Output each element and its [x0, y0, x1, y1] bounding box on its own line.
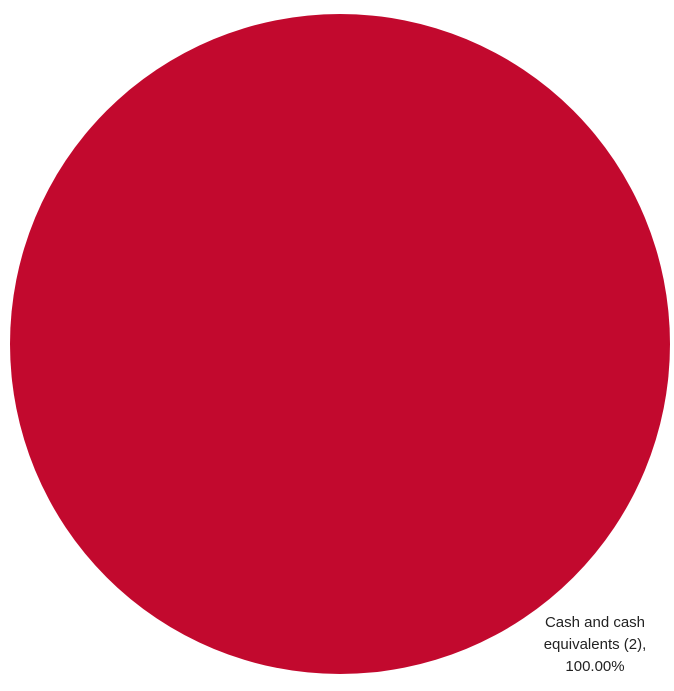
- slice-label-line-3: 100.00%: [520, 656, 670, 678]
- slice-label-line-2: equivalents (2),: [520, 634, 670, 656]
- pie-slice-0: [10, 14, 670, 674]
- slice-label-line-1: Cash and cash: [520, 612, 670, 634]
- slice-label-cash: Cash and cash equivalents (2), 100.00%: [520, 612, 670, 678]
